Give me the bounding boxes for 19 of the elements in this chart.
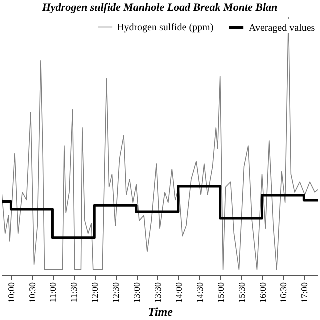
legend-label: Averaged values (249, 22, 316, 34)
x-tick-label: 10:00 (6, 282, 16, 304)
x-tick-label: 12:00 (90, 282, 100, 304)
x-tick-label: 12:30 (111, 282, 122, 304)
x-tick-label: 10:30 (27, 282, 38, 304)
legend-label: Hydrogen sulfide (ppm) (117, 22, 214, 34)
x-tick-label: 11:00 (48, 282, 58, 303)
x-tick-label: 14:00 (174, 282, 184, 304)
chart-title: Hydrogen sulfide Manhole Load Break Monte Blan (41, 2, 278, 14)
x-tick-label: 13:00 (132, 282, 142, 304)
x-tick-label: 11:30 (69, 282, 80, 303)
x-tick-label: 16:00 (258, 282, 268, 304)
x-tick-label: 15:00 (216, 282, 226, 304)
x-tick-label: 13:30 (152, 282, 163, 304)
x-tick-label: 14:30 (194, 282, 205, 304)
x-axis-title: Time (148, 305, 174, 319)
x-tick-label: 16:30 (278, 282, 289, 304)
x-tick-label: 15:30 (236, 282, 247, 304)
x-tick-label: 17:00 (300, 282, 310, 304)
